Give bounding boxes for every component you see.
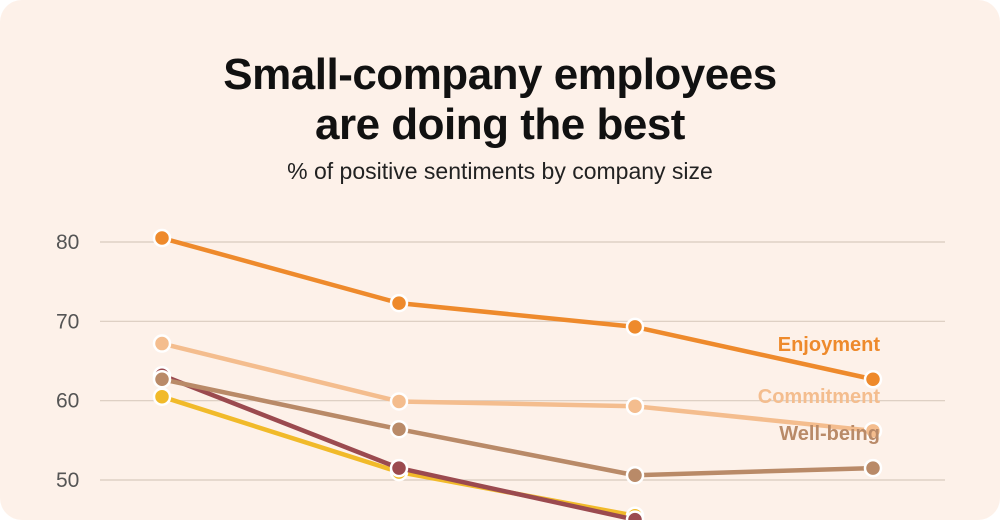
data-point-commitment-1 xyxy=(152,334,172,353)
chart-title: Small-company employees are doing the be… xyxy=(0,50,1000,150)
y-tick-label-60: 60 xyxy=(56,390,79,413)
series-line-well-being xyxy=(159,376,876,478)
data-point-commitment-4 xyxy=(863,421,883,441)
data-point-well-being-4 xyxy=(863,458,883,478)
data-point-series-4-2 xyxy=(389,458,409,478)
data-point-well-being-2 xyxy=(389,419,409,439)
data-point-enjoyment-4 xyxy=(863,369,883,389)
y-tick-label-50: 50 xyxy=(56,469,79,492)
series-line-commitment xyxy=(159,341,876,434)
series-line-enjoyment xyxy=(159,235,876,382)
data-point-commitment-3 xyxy=(625,396,645,416)
data-point-well-being-3 xyxy=(625,465,645,485)
data-point-commitment-2 xyxy=(389,392,409,411)
chart-subtitle: % of positive sentiments by company size xyxy=(287,158,713,184)
y-tick-label-70: 70 xyxy=(56,310,79,333)
data-point-series-4-3 xyxy=(625,510,645,520)
data-point-enjoyment-3 xyxy=(625,317,645,337)
series-label-well-being: Well-being xyxy=(779,423,880,445)
data-point-enjoyment-1 xyxy=(152,228,172,248)
data-point-enjoyment-2 xyxy=(389,293,409,313)
data-point-well-being-1 xyxy=(152,369,172,389)
series-line-series-5 xyxy=(159,394,638,518)
data-point-series-5-1 xyxy=(152,387,172,406)
chart-title-line-1: Small-company employees xyxy=(223,50,777,99)
chart-title-line-2: are doing the best xyxy=(315,100,685,149)
y-tick-label-80: 80 xyxy=(56,231,79,254)
series-label-enjoyment: Enjoyment xyxy=(778,334,881,356)
series-label-commitment: Commitment xyxy=(758,386,881,408)
